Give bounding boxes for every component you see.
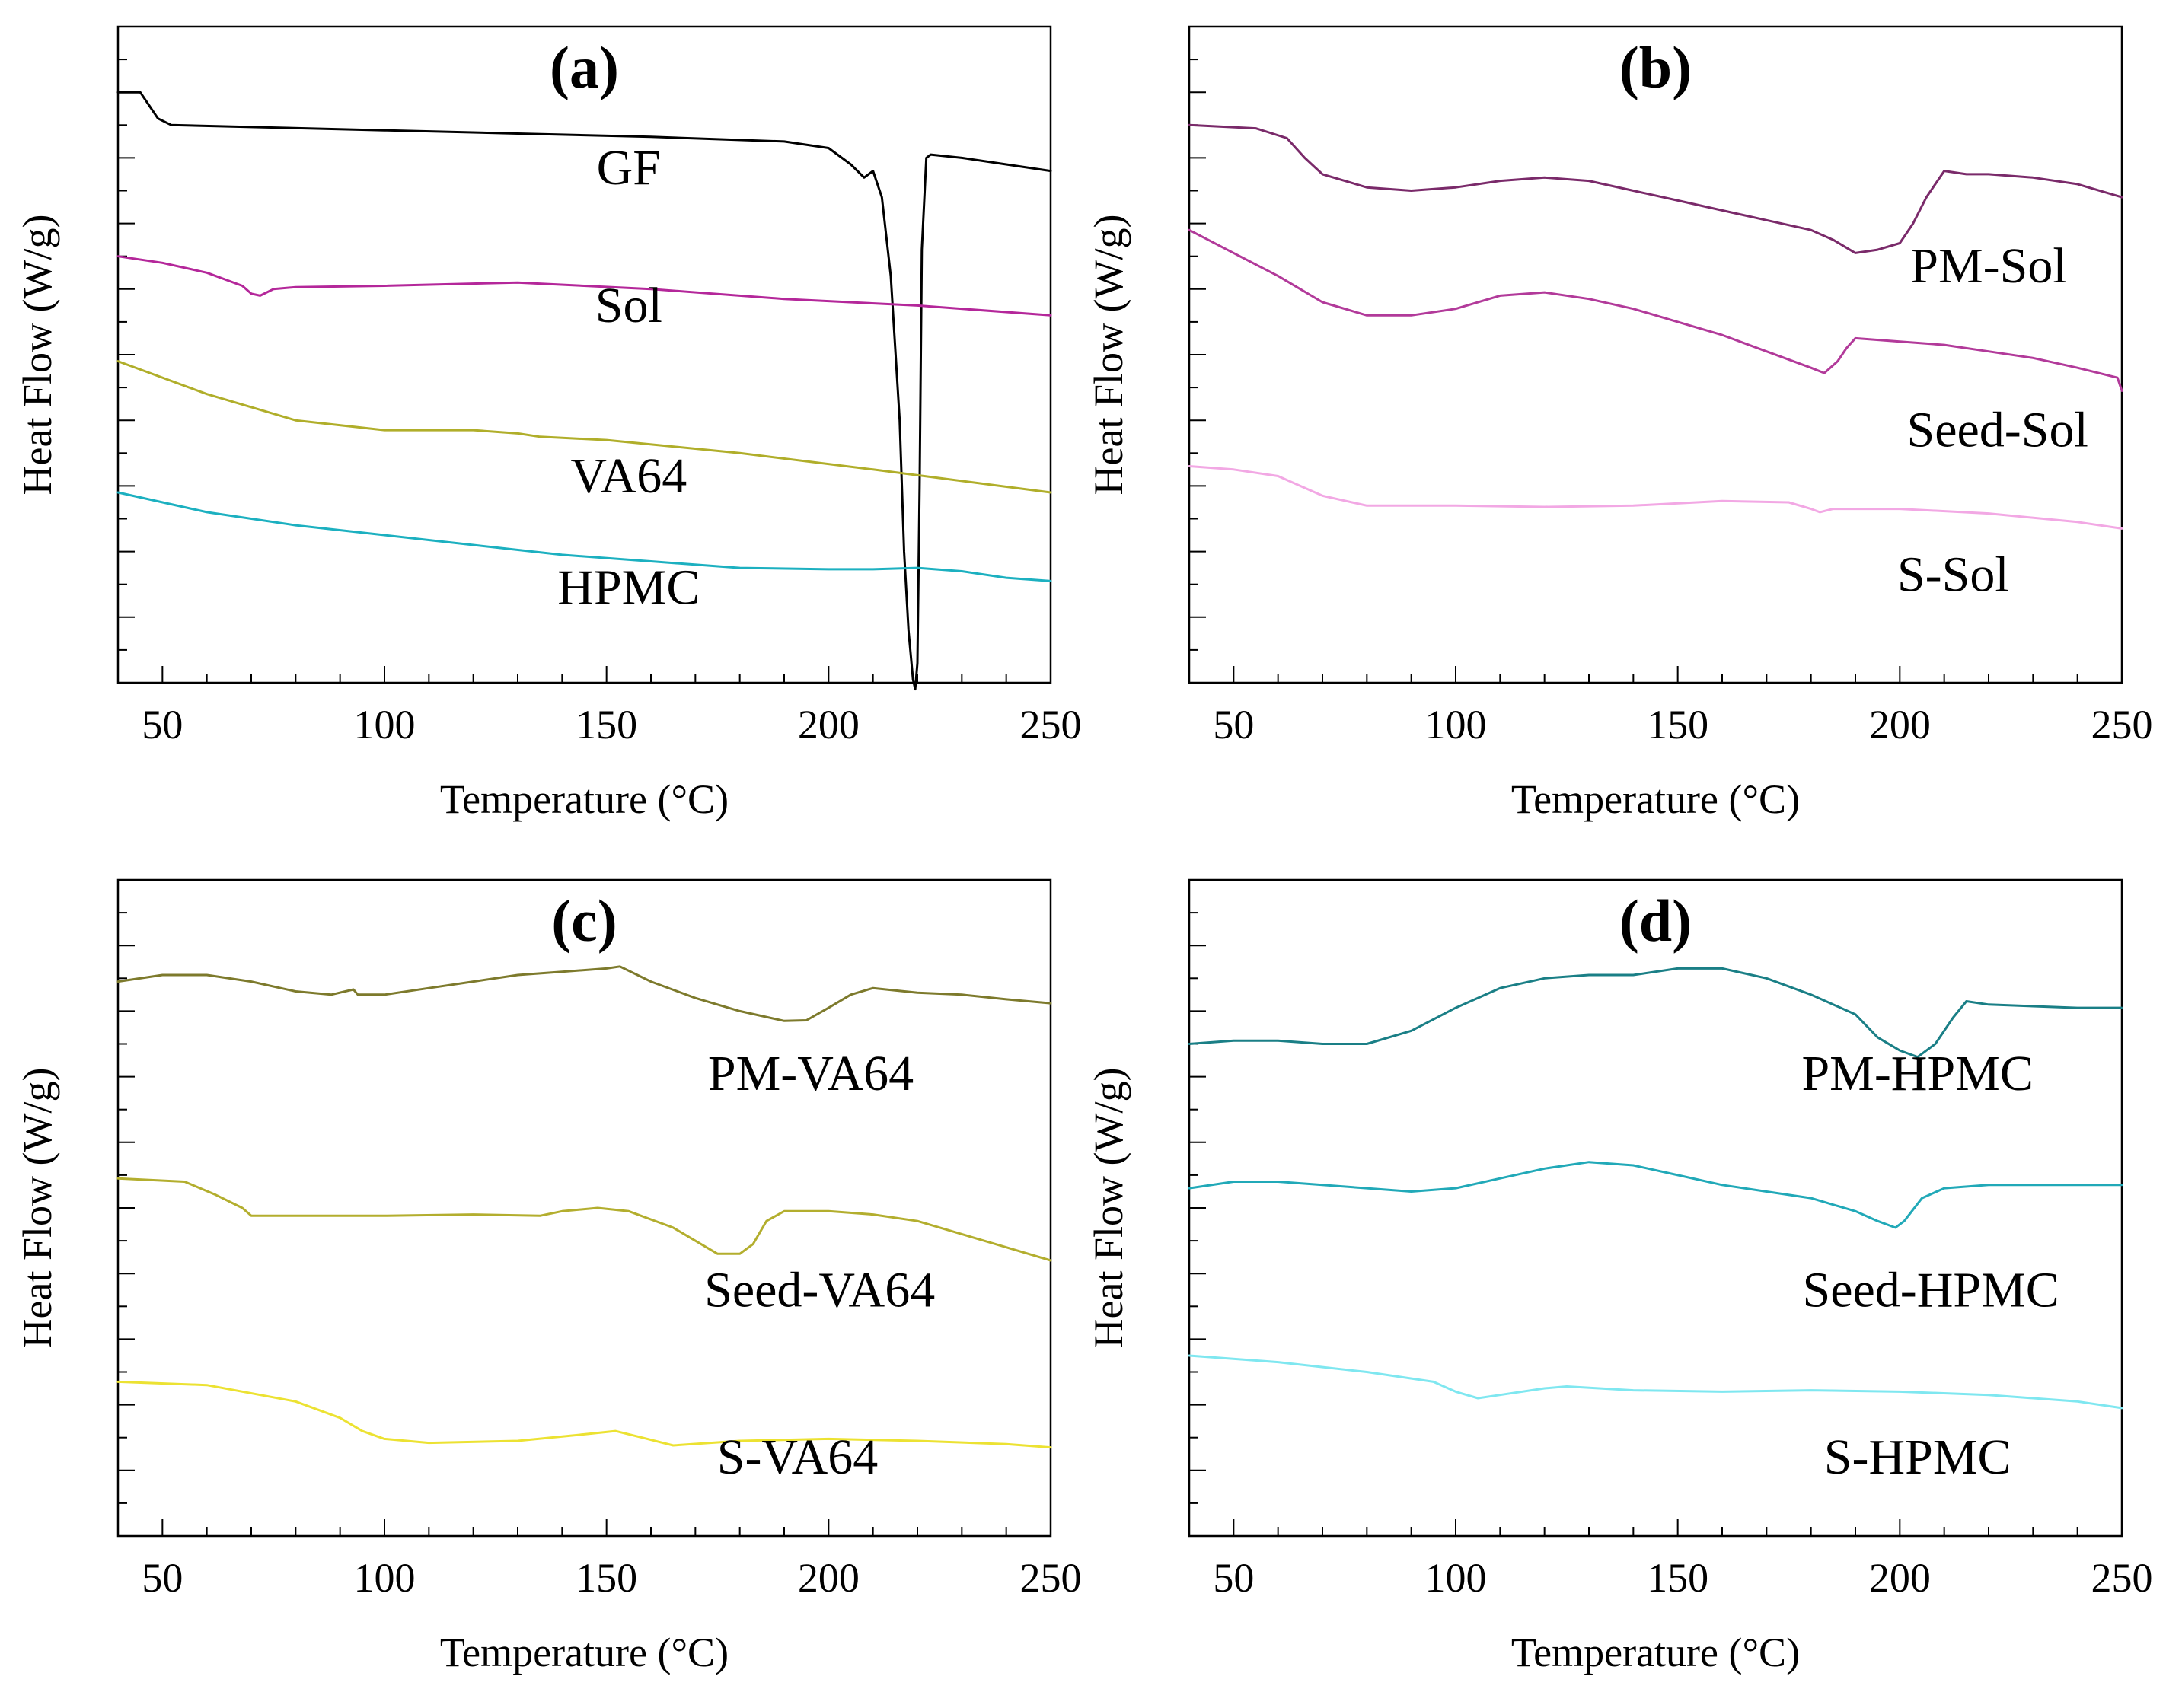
panel-d-x-axis-title: Temperature (°C) — [1511, 1630, 1800, 1675]
panel-d-x-tick-label: 250 — [2091, 1555, 2153, 1601]
panel-b: 50 100 150 200 250 Temperature (°C) Heat Flow … — [1086, 25, 2153, 822]
panel-b-x-tick-label: 50 — [1213, 702, 1254, 747]
series-line-gf — [116, 91, 1052, 691]
panel-a-y-axis-title: Heat Flow (W/g) — [14, 215, 60, 496]
panel-c-x-tick-label: 150 — [576, 1555, 637, 1601]
panel-c: 50 100 150 200 250 Temperature (°C) Heat Flow … — [14, 878, 1082, 1675]
series-line-sol — [116, 255, 1052, 317]
series-label-seed-hpmc: Seed-HPMC — [1802, 1262, 2059, 1318]
series-line-s-sol — [1188, 465, 2123, 530]
panel-b-x-tick-label: 150 — [1647, 702, 1708, 747]
series-label-sol: Sol — [595, 278, 662, 333]
panel-c-x-tick-label: 200 — [798, 1555, 860, 1601]
series-line-hpmc — [116, 491, 1052, 582]
panel-a-x-tick-label: 100 — [354, 702, 416, 747]
panel-d-x-tick-label: 150 — [1647, 1555, 1708, 1601]
series-label-seed-va64: Seed-VA64 — [704, 1262, 935, 1318]
series-label-pm-sol: PM-Sol — [1910, 238, 2066, 294]
series-line-pm-hpmc — [1188, 967, 2123, 1059]
panel-b-x-axis-title: Temperature (°C) — [1511, 776, 1800, 822]
series-line-va64 — [116, 360, 1052, 494]
series-label-s-sol: S-Sol — [1897, 546, 2009, 602]
panel-a-x-tick-label: 50 — [142, 702, 183, 747]
panel-b-x-tick-label: 200 — [1869, 702, 1931, 747]
panel-d-x-tick-label: 50 — [1213, 1555, 1254, 1601]
panel-a-x-tick-label: 250 — [1020, 702, 1082, 747]
series-line-pm-va64 — [116, 965, 1052, 1022]
panel-d: 50 100 150 200 250 Temperature (°C) Heat Flow … — [1086, 878, 2153, 1675]
panel-d-x-tick-label: 200 — [1869, 1555, 1931, 1601]
panel-a-x-axis-title: Temperature (°C) — [440, 776, 729, 822]
panel-b-x-tick-label: 250 — [2091, 702, 2153, 747]
panel-a: 50 100 150 200 250 Temperature (°C) Heat Flow … — [14, 25, 1082, 822]
series-line-s-va64 — [116, 1380, 1052, 1449]
series-label-hpmc: HPMC — [557, 560, 700, 616]
series-label-seed-sol: Seed-Sol — [1907, 403, 2088, 458]
panel-b-x-tick-label: 100 — [1425, 702, 1487, 747]
series-label-pm-va64: PM-VA64 — [708, 1046, 914, 1101]
panel-a-title: (a) — [550, 34, 619, 100]
series-line-seed-va64 — [116, 1177, 1052, 1262]
series-label-va64: VA64 — [570, 448, 687, 504]
series-label-pm-hpmc: PM-HPMC — [1801, 1046, 2033, 1101]
panel-c-x-tick-label: 250 — [1020, 1555, 1082, 1601]
panel-c-title: (c) — [551, 887, 617, 954]
series-line-seed-sol — [1188, 228, 2123, 392]
series-label-gf: GF — [597, 140, 661, 196]
panel-d-title: (d) — [1619, 887, 1692, 954]
series-line-pm-sol — [1188, 123, 2123, 254]
series-label-s-va64: S-VA64 — [717, 1429, 879, 1485]
panel-c-x-tick-label: 50 — [142, 1555, 183, 1601]
panel-b-y-axis-title: Heat Flow (W/g) — [1086, 215, 1131, 496]
series-line-seed-hpmc — [1188, 1161, 2123, 1229]
panel-c-y-axis-title: Heat Flow (W/g) — [14, 1068, 60, 1349]
panel-a-x-tick-label: 200 — [798, 702, 860, 747]
panel-a-x-tick-label: 150 — [576, 702, 637, 747]
panel-c-x-axis-title: Temperature (°C) — [440, 1630, 729, 1675]
panel-d-x-tick-label: 100 — [1425, 1555, 1487, 1601]
panel-c-plot-frame — [116, 878, 1052, 1538]
series-label-s-hpmc: S-HPMC — [1824, 1429, 2011, 1485]
series-line-s-hpmc — [1188, 1354, 2123, 1410]
panel-c-x-tick-label: 100 — [354, 1555, 416, 1601]
panel-d-y-axis-title: Heat Flow (W/g) — [1086, 1068, 1131, 1349]
panel-b-title: (b) — [1619, 34, 1692, 100]
